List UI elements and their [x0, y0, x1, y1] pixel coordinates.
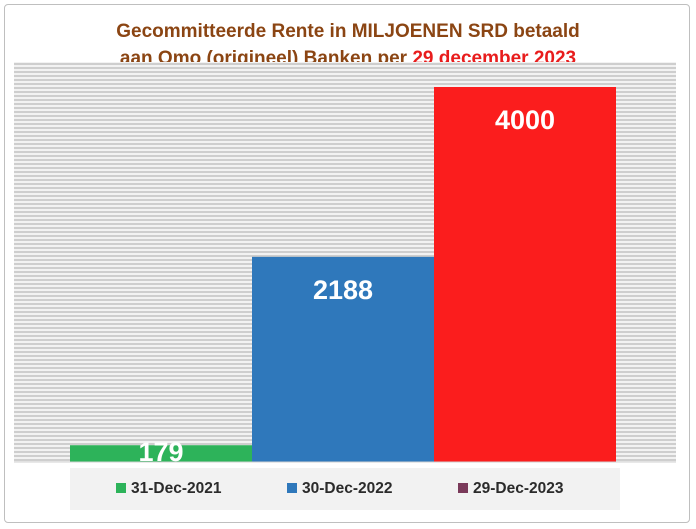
legend-marker-31-Dec-2021 [116, 483, 126, 493]
bars [14, 87, 676, 463]
data-label-29-Dec-2023: 4000 [495, 105, 555, 135]
data-label-30-Dec-2022: 2188 [313, 275, 373, 305]
bar-31-Dec-2021 [70, 445, 252, 462]
legend-marker-29-Dec-2023 [458, 483, 468, 493]
legend-label-31-Dec-2021: 31-Dec-2021 [131, 480, 222, 497]
legend: 31-Dec-2021 30-Dec-2022 29-Dec-2023 [70, 468, 620, 510]
legend-marker-30-Dec-2022 [287, 483, 297, 493]
legend-label-29-Dec-2023: 29-Dec-2023 [473, 480, 564, 497]
bar-30-Dec-2022 [252, 256, 434, 462]
legend-label-30-Dec-2022: 30-Dec-2022 [302, 480, 392, 497]
title-line-1: Gecommitteerde Rente in MILJOENEN SRD be… [116, 21, 580, 42]
legend-background [70, 468, 620, 510]
data-label-31-Dec-2021: 179 [138, 437, 183, 467]
data-labels: 179 2188 4000 [138, 105, 555, 467]
bar-29-Dec-2023 [434, 87, 616, 462]
